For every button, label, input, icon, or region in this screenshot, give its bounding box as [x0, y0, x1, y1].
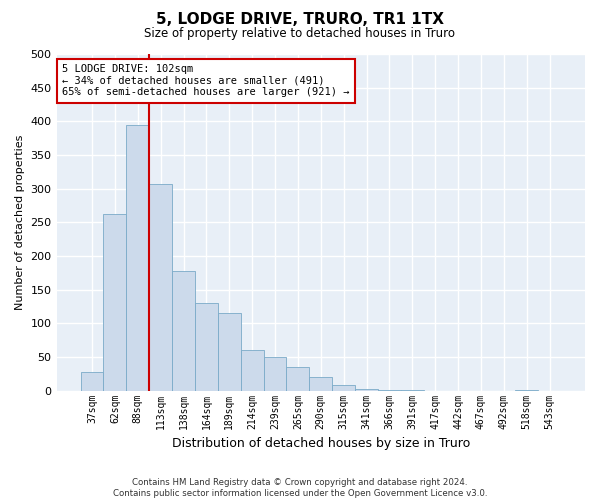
X-axis label: Distribution of detached houses by size in Truro: Distribution of detached houses by size …: [172, 437, 470, 450]
Text: Size of property relative to detached houses in Truro: Size of property relative to detached ho…: [145, 28, 455, 40]
Bar: [263, 357, 286, 390]
Bar: [103, 214, 127, 390]
Bar: [241, 350, 263, 391]
Text: 5 LODGE DRIVE: 102sqm
← 34% of detached houses are smaller (491)
65% of semi-det: 5 LODGE DRIVE: 102sqm ← 34% of detached …: [62, 64, 349, 98]
Bar: [310, 377, 332, 390]
Bar: [195, 303, 218, 390]
Bar: [355, 388, 378, 390]
Bar: [149, 184, 172, 390]
Text: 5, LODGE DRIVE, TRURO, TR1 1TX: 5, LODGE DRIVE, TRURO, TR1 1TX: [156, 12, 444, 28]
Bar: [332, 386, 355, 390]
Bar: [218, 313, 241, 390]
Bar: [80, 372, 103, 390]
Bar: [286, 367, 310, 390]
Text: Contains HM Land Registry data © Crown copyright and database right 2024.
Contai: Contains HM Land Registry data © Crown c…: [113, 478, 487, 498]
Bar: [172, 271, 195, 390]
Y-axis label: Number of detached properties: Number of detached properties: [15, 134, 25, 310]
Bar: [127, 124, 149, 390]
